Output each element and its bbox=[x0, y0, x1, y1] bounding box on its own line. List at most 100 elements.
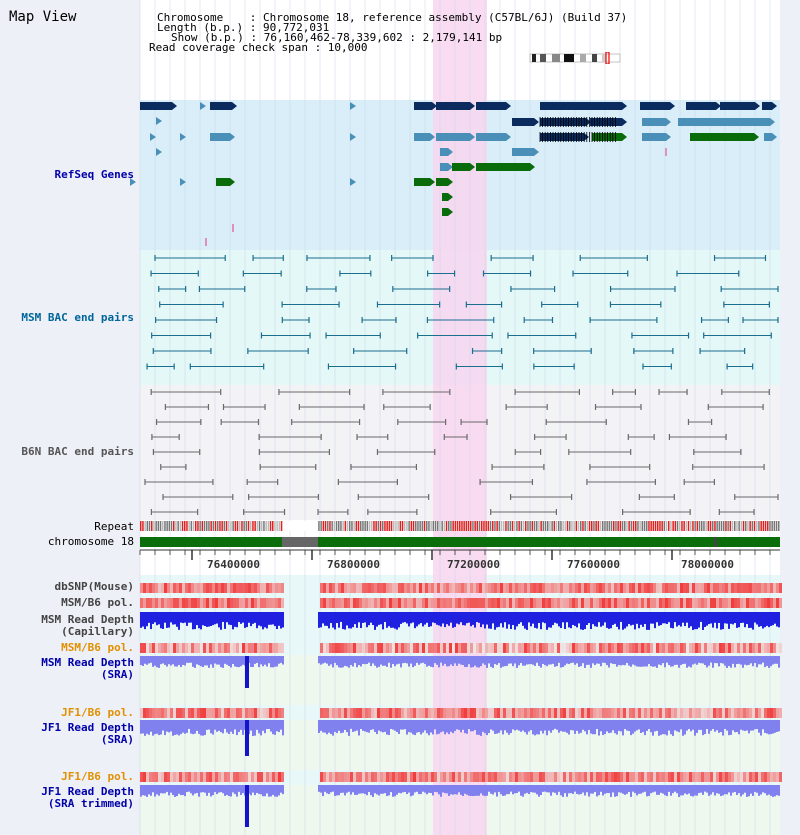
depth-bar bbox=[140, 720, 142, 734]
depth-bar bbox=[454, 785, 456, 795]
track-label-msm-bac[interactable]: MSM BAC end pairs bbox=[21, 311, 134, 324]
depth-bar bbox=[272, 720, 274, 735]
repeat-mark bbox=[197, 521, 199, 531]
repeat-mark bbox=[652, 521, 655, 531]
repeat-mark bbox=[489, 521, 492, 531]
heat-cell bbox=[734, 643, 737, 653]
heat-cell bbox=[275, 583, 278, 593]
depth-bar bbox=[724, 612, 726, 624]
depth-bar bbox=[466, 785, 468, 795]
depth-bar bbox=[724, 720, 726, 729]
depth-bar bbox=[556, 720, 558, 730]
heat-cell bbox=[686, 708, 689, 718]
depth-bar bbox=[468, 612, 470, 623]
depth-bar bbox=[526, 720, 528, 735]
heat-cell bbox=[158, 583, 161, 593]
track-label-b6n-bac[interactable]: B6N BAC end pairs bbox=[21, 445, 134, 458]
depth-bar bbox=[580, 656, 582, 667]
depth-bar bbox=[164, 612, 166, 623]
depth-bar bbox=[482, 785, 484, 796]
depth-bar bbox=[642, 785, 644, 793]
depth-bar bbox=[240, 612, 242, 624]
heat-cell bbox=[371, 598, 374, 608]
gene-arrow bbox=[622, 102, 627, 110]
heat-cell bbox=[278, 708, 281, 718]
depth-bar bbox=[756, 656, 758, 668]
heat-cell bbox=[770, 583, 773, 593]
depth-bar bbox=[436, 656, 438, 665]
repeat-mark bbox=[360, 521, 362, 531]
repeat-mark bbox=[344, 521, 347, 531]
depth-bar bbox=[182, 612, 184, 624]
depth-bar bbox=[208, 612, 210, 627]
heat-cell bbox=[611, 772, 614, 782]
axis-tick-label: 76400000 bbox=[207, 558, 260, 571]
depth-bar bbox=[722, 720, 724, 736]
depth-bar bbox=[372, 656, 374, 664]
depth-bar bbox=[642, 656, 644, 667]
heat-cell bbox=[536, 772, 539, 782]
heat-cell bbox=[188, 708, 191, 718]
heat-cell bbox=[251, 772, 254, 782]
depth-bar bbox=[590, 656, 592, 668]
depth-bar bbox=[280, 720, 282, 730]
heat-cell bbox=[143, 708, 146, 718]
depth-bar bbox=[634, 656, 636, 666]
depth-bar bbox=[742, 720, 744, 731]
depth-bar bbox=[644, 656, 646, 667]
depth-bar bbox=[750, 656, 752, 664]
depth-bar bbox=[192, 612, 194, 630]
heat-cell bbox=[650, 583, 653, 593]
repeat-mark bbox=[529, 521, 531, 531]
depth-bar bbox=[320, 785, 322, 793]
depth-bar bbox=[606, 720, 608, 732]
depth-bar bbox=[344, 656, 346, 666]
heat-cell bbox=[242, 583, 245, 593]
depth-bar bbox=[500, 612, 502, 624]
heat-cell bbox=[638, 643, 641, 653]
depth-bar bbox=[246, 612, 248, 628]
depth-bar bbox=[470, 720, 472, 732]
chromosome-mark bbox=[714, 537, 717, 547]
heat-cell bbox=[494, 772, 497, 782]
depth-bar bbox=[756, 612, 758, 625]
depth-bar bbox=[680, 720, 682, 730]
heat-cell bbox=[197, 772, 200, 782]
heat-cell bbox=[167, 598, 170, 608]
depth-bar bbox=[754, 612, 756, 623]
heat-cell bbox=[524, 708, 527, 718]
heat-cell bbox=[332, 583, 335, 593]
chromosome-ideogram[interactable] bbox=[528, 52, 624, 64]
depth-bar bbox=[144, 656, 146, 664]
depth-bar bbox=[750, 612, 752, 628]
repeat-mark bbox=[318, 521, 320, 531]
depth-bar bbox=[590, 612, 592, 630]
depth-bar bbox=[588, 785, 590, 797]
heat-cell bbox=[158, 772, 161, 782]
heat-cell bbox=[710, 598, 713, 608]
depth-bar bbox=[250, 612, 252, 627]
depth-bar bbox=[460, 720, 462, 733]
heat-cell bbox=[404, 598, 407, 608]
track-label-refseq[interactable]: RefSeq Genes bbox=[54, 168, 134, 181]
heat-cell bbox=[641, 772, 644, 782]
depth-bar bbox=[414, 720, 416, 736]
repeat-mark bbox=[250, 521, 252, 531]
heat-cell bbox=[449, 708, 452, 718]
heat-cell bbox=[527, 643, 530, 653]
page-title: Map View bbox=[9, 9, 77, 25]
repeat-mark bbox=[162, 521, 164, 531]
depth-bar bbox=[502, 656, 504, 667]
heat-cell bbox=[713, 708, 716, 718]
heat-cell bbox=[332, 598, 335, 608]
gene-marker bbox=[156, 117, 162, 125]
repeat-mark bbox=[549, 521, 551, 531]
depth-bar bbox=[632, 785, 634, 792]
heat-cell bbox=[227, 772, 230, 782]
heat-cell bbox=[728, 643, 731, 653]
depth-bar bbox=[420, 612, 422, 624]
heat-cell bbox=[347, 583, 350, 593]
depth-bar bbox=[182, 720, 184, 733]
heat-cell bbox=[653, 583, 656, 593]
